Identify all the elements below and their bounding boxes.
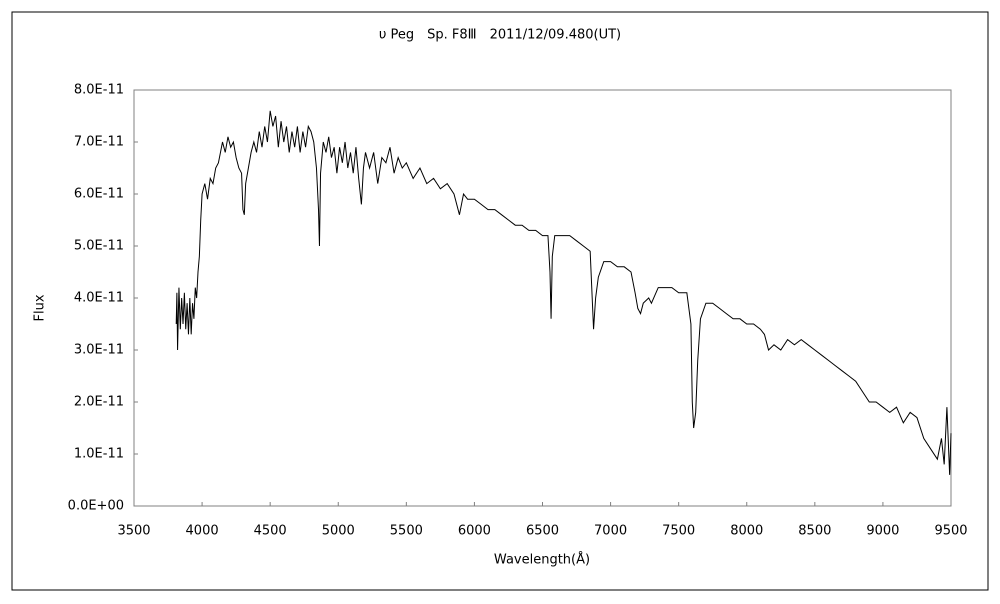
x-tick-label: 5500 (390, 524, 423, 539)
x-tick-label: 3500 (117, 524, 150, 539)
x-tick-label: 4000 (186, 524, 219, 539)
y-tick-label: 5.0E-11 (74, 239, 124, 254)
y-tick-label: 1.0E-11 (74, 447, 124, 462)
x-tick-label: 4500 (254, 524, 287, 539)
x-tick-label: 7500 (662, 524, 695, 539)
plot-area (133, 89, 952, 507)
x-tick-label: 6000 (458, 524, 491, 539)
y-tick-label: 7.0E-11 (74, 135, 124, 150)
x-tick-label: 8500 (798, 524, 831, 539)
y-tick-label: 8.0E-11 (74, 83, 124, 98)
x-tick-label: 9000 (866, 524, 899, 539)
x-axis-label: Wavelength(Å) (494, 552, 590, 568)
x-tick-label: 8000 (730, 524, 763, 539)
x-tick-label: 7000 (594, 524, 627, 539)
y-tick-label: 4.0E-11 (74, 291, 124, 306)
y-tick-label: 3.0E-11 (74, 343, 124, 358)
chart-title: υ Peg Sp. F8Ⅲ 2011/12/09.480(UT) (379, 28, 621, 43)
y-tick-label: 2.0E-11 (74, 395, 124, 410)
x-tick-label: 5000 (322, 524, 355, 539)
y-axis-label: Flux (33, 294, 48, 321)
x-tick-label: 6500 (526, 524, 559, 539)
spectrum-line (175, 110, 952, 475)
x-tick-label: 9500 (934, 524, 967, 539)
y-tick-label: 6.0E-11 (74, 187, 124, 202)
y-tick-label: 0.0E+00 (68, 499, 124, 514)
